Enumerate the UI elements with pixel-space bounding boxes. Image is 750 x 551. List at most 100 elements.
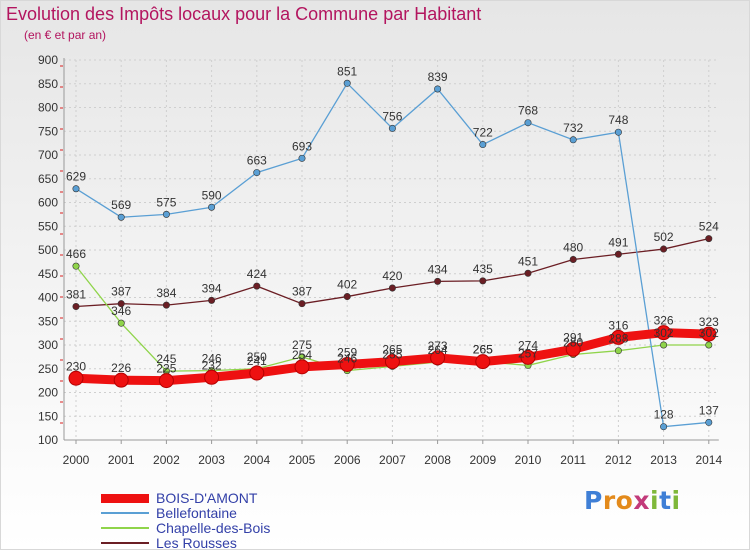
data-label: 302 [699,326,719,340]
chart-title: Evolution des Impôts locaux pour la Comm… [6,4,482,24]
data-label: 230 [66,359,86,373]
data-label: 326 [654,314,674,328]
data-label: 575 [156,195,176,209]
data-point [520,349,536,365]
series-les-rousses [72,235,713,311]
data-label: 259 [337,345,357,359]
data-label: 693 [292,139,312,153]
data-point [117,300,125,308]
legend-swatch [101,527,149,529]
data-label: 246 [337,352,357,366]
data-label: 273 [428,339,448,353]
x-tick-label: 2008 [424,453,451,467]
data-label: 722 [473,126,493,140]
data-label: 245 [156,352,176,366]
brand-letter: o [615,486,634,515]
data-label: 424 [247,267,267,281]
x-tick-label: 2002 [153,453,180,467]
data-label: 451 [518,254,538,268]
y-tick-label: 550 [38,219,58,233]
data-label: 264 [428,343,448,357]
data-label: 302 [654,326,674,340]
data-label: 250 [247,350,267,364]
data-label: 226 [111,361,131,375]
brand-letter: t [659,486,672,515]
data-point [614,250,622,258]
data-label: 502 [654,230,674,244]
data-label: 128 [654,408,674,422]
data-point [343,79,351,87]
data-point [208,296,216,304]
data-label: 839 [428,70,448,84]
chart-subtitle: (en € et par an) [24,28,107,42]
data-point [113,372,129,388]
legend-swatch [101,493,149,503]
data-label: 466 [66,247,86,261]
data-point [614,128,622,136]
x-tick-label: 2003 [198,453,225,467]
y-tick-label: 800 [38,101,58,115]
data-point [479,141,487,149]
data-label: 394 [202,281,222,295]
data-label: 225 [156,362,176,376]
data-point [569,136,577,144]
data-point [253,282,261,290]
data-label: 663 [247,154,267,168]
data-point [117,319,125,327]
data-point [475,354,491,370]
data-label: 265 [473,343,493,357]
data-label: 288 [608,332,628,346]
data-point [660,423,668,431]
data-point [705,418,713,426]
x-tick-label: 2000 [63,453,90,467]
y-tick-label: 250 [38,362,58,376]
data-point [565,341,581,357]
data-point [72,262,80,270]
data-label: 257 [518,346,538,360]
data-label: 241 [247,354,267,368]
legend-label: Bellefontaine [156,505,237,521]
data-point [479,277,487,285]
data-label: 346 [111,304,131,318]
data-label: 590 [202,188,222,202]
data-label: 420 [382,269,402,283]
y-tick-label: 400 [38,291,58,305]
data-label: 274 [518,338,538,352]
legend-swatch [101,512,149,514]
y-tick-label: 200 [38,386,58,400]
data-point [434,277,442,285]
data-label: 402 [337,278,357,292]
y-tick-label: 300 [38,338,58,352]
series [68,79,717,431]
data-label: 435 [473,262,493,276]
data-point [249,365,265,381]
data-point [343,293,351,301]
data-label: 381 [66,288,86,302]
y-tick-label: 350 [38,314,58,328]
data-label: 323 [699,315,719,329]
data-labels: 381 387 384 394 424 387 402 420 434 435 451 480 491 5… [66,64,719,421]
data-point [117,213,125,221]
y-tick-label: 150 [38,409,58,423]
y-tick-label: 600 [38,196,58,210]
brand-letter: i [650,486,660,515]
legend-label: Les Rousses [156,535,237,551]
x-tick-label: 2012 [605,453,632,467]
data-point [614,347,622,355]
data-point [253,169,261,177]
brand-letter: P [584,486,603,515]
data-label: 569 [111,198,131,212]
data-label: 491 [608,235,628,249]
data-point [298,300,306,308]
data-label: 387 [292,285,312,299]
data-point [72,303,80,311]
data-label: 265 [473,343,493,357]
data-label: 291 [563,330,583,344]
data-label: 280 [563,336,583,350]
data-label: 524 [699,220,719,234]
data-label: 629 [66,170,86,184]
data-point [339,356,355,372]
data-label: 387 [111,285,131,299]
